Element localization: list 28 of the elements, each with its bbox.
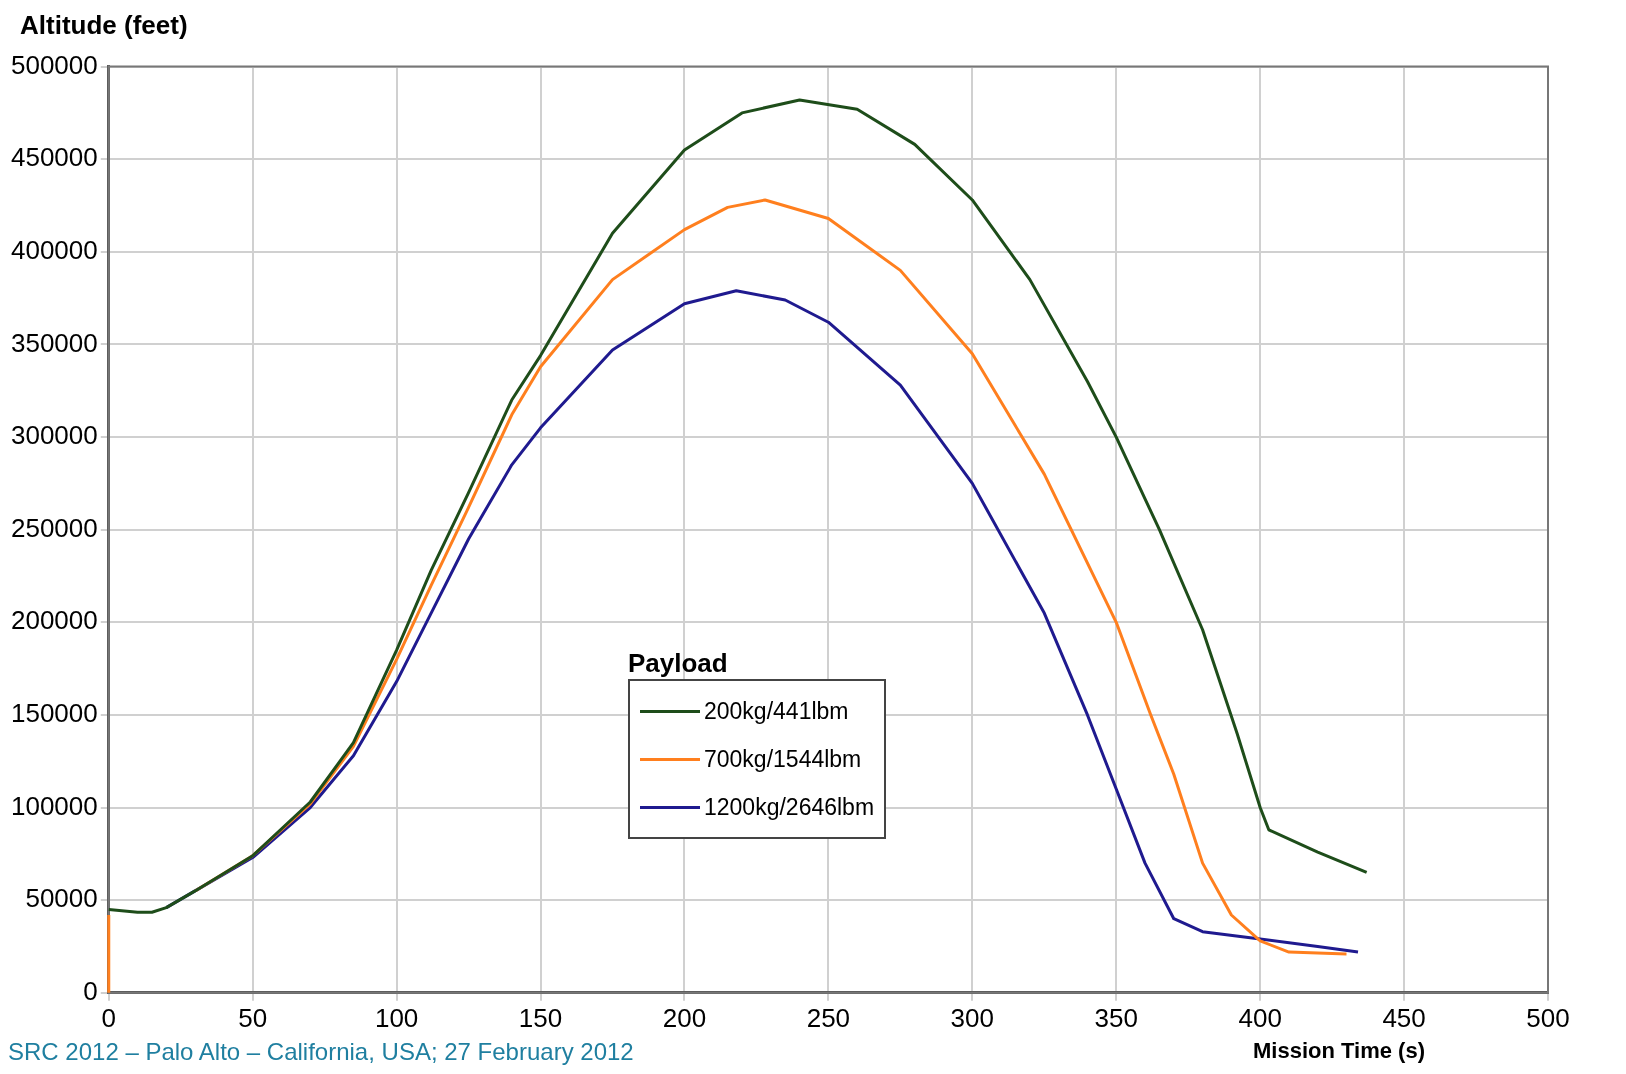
x-tick-label: 400 [1238, 1002, 1282, 1033]
y-tick-label: 500000 [10, 49, 98, 80]
legend-title: Payload [628, 648, 729, 679]
x-tick-label: 350 [1094, 1002, 1138, 1033]
x-tick-label: 450 [1382, 1002, 1426, 1033]
x-tick-label: 200 [662, 1002, 707, 1033]
x-tick-label: 150 [518, 1002, 563, 1033]
x-tick-label: 100 [374, 1002, 419, 1033]
x-axis-title: Mission Time (s) [1253, 1038, 1425, 1064]
x-tick-label: 250 [806, 1002, 851, 1033]
legend-label: 1200kg/2646lbm [704, 793, 875, 822]
x-tick-label: 500 [1526, 1002, 1570, 1033]
x-tick-label: 50 [238, 1002, 268, 1033]
y-tick-label: 150000 [10, 698, 98, 729]
text: SRC 2012 – Palo Alto – California, USA; 27 February 2012 [8, 1038, 634, 1066]
legend-label: 200kg/441lbm [704, 697, 849, 726]
y-tick-label: 100000 [10, 790, 98, 821]
y-tick-label: 300000 [10, 420, 98, 451]
y-tick-label: 400000 [10, 235, 98, 266]
x-tick-label: 300 [950, 1002, 994, 1033]
y-tick-label: 50000 [25, 883, 98, 914]
y-tick-label: 0 [83, 975, 98, 1006]
y-tick-label: 200000 [10, 605, 98, 636]
y-axis-title: Altitude (feet) [20, 10, 188, 41]
legend-label: 700kg/1544lbm [704, 745, 862, 774]
y-tick-label: 350000 [10, 327, 98, 358]
y-tick-label: 450000 [10, 142, 98, 173]
y-tick-label: 250000 [10, 512, 98, 543]
